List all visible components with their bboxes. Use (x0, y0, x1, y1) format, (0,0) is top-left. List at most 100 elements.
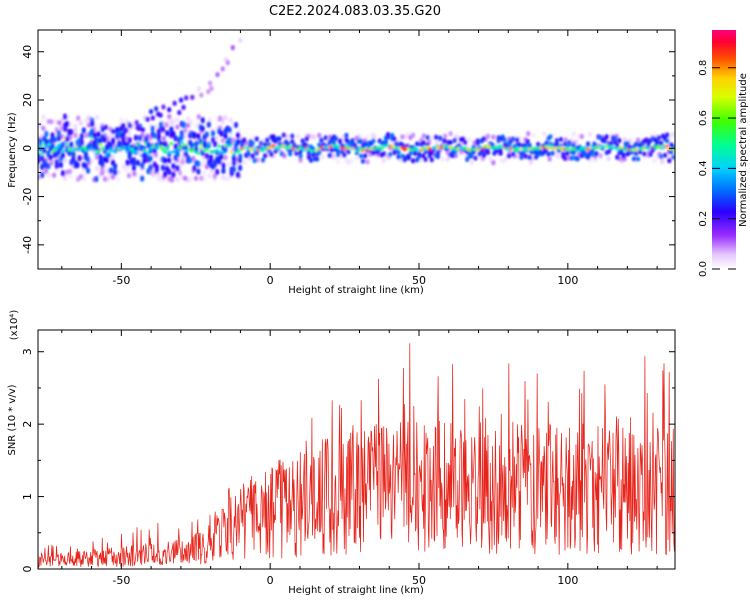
spectrogram-cell (194, 140, 199, 147)
spectrogram-cell (52, 136, 57, 143)
spectrogram-cell (81, 176, 86, 182)
spectrogram-cell (94, 114, 99, 120)
spectrogram-cell (231, 155, 236, 162)
spectrogram-cell (638, 149, 643, 155)
spectrogram-cell (167, 114, 172, 120)
spectrogram-cell (135, 173, 140, 179)
spectrogram-x-axis-label: Height of straight line (km) (288, 285, 424, 296)
spectrogram-x-tick-label: 50 (412, 274, 426, 287)
spectrogram-cell (215, 168, 220, 175)
spectrogram-cell (124, 128, 129, 134)
spectrogram-cell (149, 109, 154, 115)
spectrogram-cell (158, 145, 163, 149)
spectrogram-cell (448, 131, 453, 137)
spectrogram-cell (615, 143, 620, 149)
spectrogram-cell (94, 143, 99, 150)
spectrogram-cell (179, 133, 184, 140)
spectrogram-cell (136, 159, 141, 166)
spectrogram-cell (38, 138, 43, 145)
spectrogram-cell (371, 138, 376, 144)
spectrogram-cell (298, 157, 303, 163)
spectrogram-cell (548, 144, 553, 148)
spectrogram-cell (206, 89, 211, 95)
spectrogram-cell (519, 154, 524, 160)
spectrogram-cell (244, 141, 249, 147)
spectrogram-cell (507, 149, 512, 155)
spectrogram-cell (67, 149, 72, 156)
spectrogram-cell (336, 148, 341, 154)
spectrogram-cell (190, 149, 195, 153)
spectrogram-cell (69, 141, 74, 148)
spectrogram-cell (308, 157, 313, 163)
spectrogram-cell (425, 134, 430, 140)
spectrogram-cell (65, 135, 70, 142)
spectrogram-cell (344, 132, 349, 138)
spectrogram-cell (656, 135, 661, 141)
spectrogram-cell (127, 137, 132, 144)
spectrogram-cell (338, 139, 343, 145)
snr-panel: -50 0 50 100 0 1 2 3 Height of straight line (… (7, 310, 676, 596)
spectrogram-cell (546, 146, 551, 150)
spectrogram-cell (277, 136, 282, 142)
spectrogram-cell (602, 138, 607, 144)
spectrogram-cell (65, 142, 70, 146)
spectrogram-cell (79, 139, 84, 146)
spectrogram-cell (127, 153, 132, 160)
spectrogram-cell (54, 146, 59, 150)
spectrogram-cell (665, 132, 670, 138)
spectrogram-cell (181, 104, 186, 110)
spectrogram-cell (76, 115, 81, 121)
spectrogram-cell (145, 116, 150, 122)
colorbar-tick-label: 0.4 (698, 160, 709, 176)
spectrogram-cell (161, 164, 166, 171)
spectrogram-cell (642, 151, 647, 157)
spectrogram-cell (323, 135, 328, 141)
spectrogram-cell (220, 66, 225, 72)
spectrogram-cell (531, 132, 536, 138)
spectrogram-cell (100, 126, 105, 133)
spectrogram-cell (113, 150, 118, 154)
spectrogram-cell (61, 149, 66, 153)
spectrogram-cell (415, 141, 420, 147)
spectrogram-cell (65, 120, 70, 127)
spectrogram-cell (134, 120, 139, 126)
spectrogram-cell (183, 149, 188, 153)
spectrogram-cell (415, 157, 420, 163)
spectrogram-cell (54, 159, 59, 166)
spectrogram-cell (469, 159, 474, 165)
spectrogram-cell (89, 158, 94, 164)
colorbar-tick-label: 0.8 (698, 60, 709, 76)
spectrogram-cell (196, 133, 201, 140)
spectrogram-cell (271, 134, 276, 140)
spectrogram-cell (281, 132, 286, 138)
spectrogram-cell (311, 134, 316, 140)
spectrogram-cell (349, 157, 354, 163)
spectrogram-cell (317, 150, 322, 156)
spectrogram-cell (579, 153, 584, 159)
spectrogram-cell (246, 151, 251, 157)
spectrogram-cell (469, 153, 474, 159)
spectrogram-cell (631, 156, 636, 162)
spectrogram-cell (52, 172, 57, 178)
spectrogram-cell (258, 140, 263, 146)
spectrogram-cell (515, 153, 520, 159)
snr-x-tick-label: 0 (267, 574, 274, 587)
spectrogram-cell (148, 155, 153, 162)
spectrogram-cell (169, 142, 174, 146)
spectrogram-cell (634, 150, 639, 156)
spectrogram-cell (81, 146, 86, 150)
spectrogram-cell (202, 176, 207, 182)
spectrogram-cell (86, 122, 91, 128)
spectrogram-cell (665, 144, 670, 148)
spectrogram-cell (100, 170, 105, 176)
spectrogram-cell (286, 141, 291, 147)
spectrogram-cell (433, 134, 438, 140)
spectrogram-cell (421, 140, 426, 146)
spectrogram-y-axis-label: Frequency (Hz) (7, 112, 18, 188)
spectrogram-x-tick-label: -50 (112, 274, 130, 287)
spectrogram-cell (496, 135, 501, 141)
snr-y-tick-label: 0 (21, 566, 34, 573)
spectrogram-cell (228, 132, 233, 138)
